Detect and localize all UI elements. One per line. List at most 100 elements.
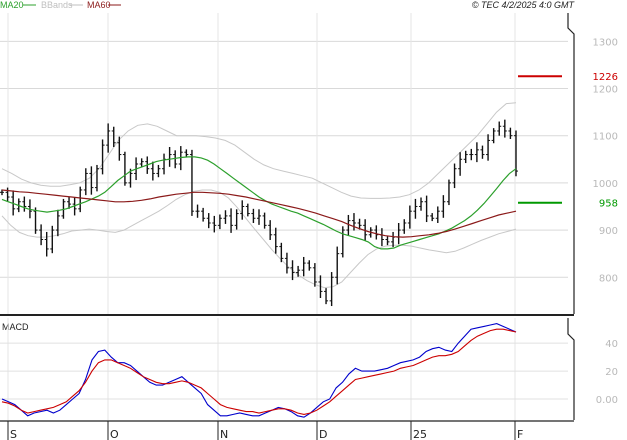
macd-tick-label: 0.00	[596, 395, 618, 406]
price-bar	[106, 123, 111, 153]
price-bar	[424, 195, 429, 223]
price-bar	[446, 179, 451, 206]
price-tick-label: 1300	[593, 37, 618, 48]
price-bar	[55, 209, 60, 237]
price-bar	[491, 128, 496, 144]
price-axis: 800 900 1000 1100 1200 1300	[593, 37, 618, 284]
price-bar	[111, 126, 116, 148]
price-bar	[72, 197, 77, 216]
price-bar	[245, 203, 250, 217]
bband-line	[1, 189, 517, 289]
price-bar	[273, 227, 278, 254]
price-bar	[419, 197, 424, 211]
price-bar	[497, 121, 502, 136]
price-bar	[117, 136, 122, 161]
price-bar	[312, 263, 317, 287]
price-bar	[83, 168, 88, 196]
price-bar	[251, 208, 256, 223]
month-label: N	[220, 428, 228, 440]
macd-lines	[1, 323, 517, 418]
macd-tick-label: 20	[605, 367, 618, 378]
macd-panel: MACD 0.00 20 40	[0, 318, 618, 420]
price-bar	[262, 212, 267, 229]
price-panel-frame	[567, 13, 575, 314]
price-bar	[229, 208, 234, 233]
price-bar	[357, 218, 362, 230]
price-bar	[458, 152, 463, 176]
price-bar	[351, 213, 356, 231]
price-bar	[346, 214, 351, 236]
price-bar	[94, 164, 99, 192]
signal-line	[1, 328, 517, 415]
macd-line	[1, 323, 517, 418]
price-bar	[407, 205, 412, 229]
price-bars	[0, 119, 518, 307]
price-bar	[67, 197, 72, 209]
legend-bbands-label: BBands	[41, 0, 73, 10]
price-bar	[44, 231, 49, 257]
price-bar	[296, 265, 301, 277]
month-label: S	[10, 428, 17, 440]
price-bar	[78, 186, 83, 213]
price-bar	[514, 130, 518, 177]
price-bar	[463, 150, 468, 164]
price-bar	[184, 149, 189, 158]
price-bar	[206, 213, 211, 229]
price-bar	[234, 209, 239, 230]
macd-title: MACD	[2, 322, 29, 332]
price-bar	[33, 207, 38, 234]
ma20-line	[1, 156, 517, 250]
price-bar	[257, 209, 261, 225]
price-bar	[474, 142, 479, 163]
price-bar	[430, 213, 435, 222]
price-bar	[486, 134, 491, 161]
price-tick-label: 900	[599, 226, 618, 237]
price-markers: 1226 958	[518, 72, 618, 210]
price-bar	[128, 168, 133, 188]
price-bar	[508, 127, 513, 139]
price-bar	[452, 163, 457, 189]
price-bar	[284, 252, 289, 274]
price-bar	[290, 260, 295, 281]
price-bar	[5, 187, 10, 202]
price-bar	[301, 256, 306, 277]
month-label: 25	[413, 428, 427, 440]
price-tick-label: 1000	[593, 179, 618, 190]
macd-panel-frame	[567, 318, 575, 420]
price-bar	[150, 161, 155, 181]
price-marker-label: 958	[599, 199, 618, 210]
price-tick-label: 1100	[593, 132, 618, 143]
price-bar	[195, 204, 200, 218]
month-label: F	[517, 428, 523, 440]
price-bar	[22, 196, 27, 212]
price-bar	[217, 214, 222, 230]
price-bar	[480, 145, 485, 159]
month-label: O	[110, 428, 119, 440]
price-bar	[413, 198, 418, 219]
price-bar	[50, 225, 55, 254]
price-bar	[156, 164, 161, 178]
price-bar	[329, 272, 334, 307]
price-grid	[0, 13, 568, 315]
price-bar	[374, 225, 379, 240]
macd-axis: 0.00 20 40	[596, 339, 618, 406]
legend-ma60-label: MA60	[87, 0, 111, 10]
price-bar	[223, 210, 228, 224]
ma60-line	[1, 189, 517, 238]
price-panel-background	[0, 13, 568, 315]
price-bar	[469, 148, 474, 161]
price-bar	[307, 260, 312, 271]
price-bar	[122, 151, 127, 186]
price-bar	[279, 242, 284, 263]
price-marker-label: 1226	[593, 72, 618, 83]
price-tick-label: 1200	[593, 85, 618, 96]
price-bar	[335, 246, 340, 285]
price-tick-label: 800	[599, 273, 618, 284]
price-bar	[39, 224, 44, 246]
price-bar	[100, 139, 105, 175]
price-bar	[268, 220, 273, 240]
price-bar	[340, 226, 345, 258]
price-bar	[324, 288, 329, 305]
price-bar	[139, 158, 144, 168]
price-bar	[402, 219, 407, 234]
